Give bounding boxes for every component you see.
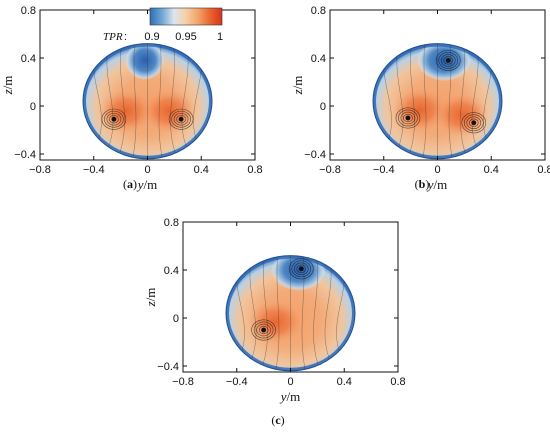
y-tick-label: 0 <box>320 101 326 113</box>
vortex-core <box>461 112 487 134</box>
high-tpr-region <box>142 89 197 134</box>
panel-b: −0.8 −0.4 0 0.4 0.8 −0.4 0 0.4 0.8 y/m z/m (b) <box>290 5 550 192</box>
y-tick-label: −0.4 <box>14 149 36 161</box>
streamline <box>448 43 453 159</box>
y-tick-label: 0.8 <box>164 217 179 229</box>
y-tick-label: 0.4 <box>164 265 179 277</box>
streamline <box>422 43 427 159</box>
x-tick-label: −0.4 <box>373 164 395 176</box>
low-tpr-region <box>125 43 165 80</box>
vortex-core <box>395 107 421 129</box>
vortex-core <box>435 49 461 71</box>
streamlines <box>87 43 208 159</box>
tpr-contour-field <box>83 43 212 159</box>
y-tick-label: −0.4 <box>157 361 179 373</box>
panel-caption: (c) <box>271 413 284 427</box>
streamline <box>275 255 280 371</box>
vortex-core <box>288 258 314 280</box>
y-tick-label: 0.8 <box>21 5 36 17</box>
colorbar: TPR: 0.9 0.95 1 <box>103 7 223 43</box>
x-tick-label: −0.4 <box>83 164 105 176</box>
x-axis-title: y/m <box>426 177 448 192</box>
streamline <box>460 43 468 159</box>
streamline <box>117 43 125 159</box>
tpr-contour-field <box>226 255 355 371</box>
panel-c: −0.8 −0.4 0 0.4 0.8 −0.4 0 0.4 0.8 y/m z/m (c) <box>143 217 406 427</box>
y-tick-label: 0.4 <box>311 53 326 65</box>
panel-a: −0.8 −0.4 0 0.4 0.8 −0.4 0 0.4 0.8 y/m z/m (a) <box>0 5 263 192</box>
y-tick-label: 0 <box>173 313 179 325</box>
colorbar-tick-label: 1 <box>217 31 223 43</box>
panel-caption: (b) <box>415 177 430 191</box>
streamline <box>313 255 321 371</box>
x-tick-label: 0.8 <box>537 164 550 176</box>
x-tick-label: 0 <box>144 164 150 176</box>
y-tick-label: −0.4 <box>304 149 326 161</box>
colorbar-gradient <box>149 7 223 26</box>
high-tpr-region <box>392 88 448 132</box>
x-axis-title: y/m <box>136 177 158 192</box>
x-tick-label: 0.4 <box>194 164 209 176</box>
y-tick-label: 0.4 <box>21 53 36 65</box>
tpr-contour-field <box>373 43 502 159</box>
y-tick-label: 0.8 <box>311 5 326 17</box>
y-axis-title: z/m <box>143 288 158 308</box>
streamline <box>301 255 306 371</box>
x-tick-label: 0 <box>287 376 293 388</box>
colorbar-title-suffix: : <box>124 31 127 43</box>
y-axis-title: z/m <box>290 76 305 96</box>
x-tick-label: −0.8 <box>29 164 51 176</box>
x-tick-label: −0.8 <box>319 164 341 176</box>
x-tick-label: 0 <box>434 164 440 176</box>
low-tpr-region <box>417 43 472 82</box>
colorbar-tick-label: 0.95 <box>175 31 196 43</box>
x-tick-label: 0.8 <box>247 164 262 176</box>
x-tick-label: 0.4 <box>484 164 499 176</box>
vortex-core <box>168 108 194 130</box>
high-tpr-region <box>98 89 153 134</box>
y-axis-title: z/m <box>0 76 15 96</box>
colorbar-title: TPR <box>103 31 123 43</box>
x-axis-title: y/m <box>279 389 301 404</box>
streamline <box>158 43 163 159</box>
streamline <box>170 43 178 159</box>
y-tick-label: 0 <box>30 101 36 113</box>
x-tick-label: 0.8 <box>390 376 405 388</box>
x-tick-label: −0.8 <box>172 376 194 388</box>
vortex-core <box>101 108 127 130</box>
x-tick-label: 0.4 <box>337 376 352 388</box>
colorbar-tick-label: 0.9 <box>144 31 159 43</box>
streamline <box>407 43 415 159</box>
high-tpr-region <box>434 92 489 137</box>
vortex-core <box>251 319 276 341</box>
high-tpr-region <box>248 300 303 344</box>
streamline <box>260 255 268 371</box>
x-tick-label: −0.4 <box>226 376 248 388</box>
streamline <box>132 43 137 159</box>
panel-caption: (a) <box>123 177 137 191</box>
